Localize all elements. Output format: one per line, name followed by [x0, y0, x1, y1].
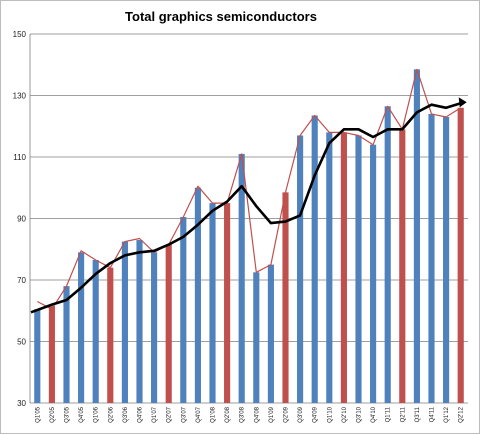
x-tick-label: Q3'10 — [357, 406, 363, 422]
bar — [194, 187, 201, 403]
x-tick-label: Q1'06 — [94, 406, 100, 422]
x-tick-label: Q4'09 — [313, 406, 319, 422]
bar — [428, 113, 435, 403]
y-axis-ticks: 30 50 70 90 110 130 150 — [13, 30, 27, 408]
x-tick-label: Q3'09 — [298, 406, 304, 422]
y-tick-label: 90 — [17, 215, 26, 224]
bar — [443, 117, 450, 404]
y-tick-label: 70 — [17, 276, 26, 285]
x-axis-ticks: Q1'05 Q2'05 Q3'05 Q4'05 Q1'06 Q2'06 Q3'06 Q4'06… — [35, 406, 464, 422]
bar — [370, 144, 377, 403]
bar — [311, 115, 318, 404]
x-tick-label: Q2'05 — [50, 406, 56, 422]
bar — [92, 260, 99, 403]
trend-series — [30, 97, 467, 314]
bar — [399, 129, 406, 403]
bar — [63, 286, 70, 403]
x-tick-label: Q3'08 — [240, 406, 246, 422]
y-tick-label: 110 — [13, 153, 26, 162]
x-tick-label: Q4'08 — [254, 406, 260, 422]
bar — [355, 135, 362, 403]
x-tick-label: Q4'05 — [79, 406, 85, 422]
gridlines — [29, 33, 468, 404]
x-tick-label: Q3'11 — [415, 406, 421, 422]
x-tick-label: Q1'05 — [35, 406, 41, 422]
bar — [107, 267, 114, 403]
bar — [238, 153, 245, 403]
x-tick-label: Q2'11 — [400, 406, 406, 422]
bars — [34, 69, 464, 404]
x-tick-label: Q2'06 — [108, 406, 114, 422]
bar — [48, 306, 55, 403]
x-tick-label: Q1'07 — [152, 406, 158, 422]
bar — [165, 244, 172, 403]
bar — [384, 106, 391, 403]
bar — [121, 241, 128, 403]
y-tick-label: 130 — [13, 92, 27, 101]
x-tick-label: Q1'12 — [444, 406, 450, 422]
x-tick-label: Q1'10 — [327, 406, 333, 422]
x-tick-label: Q4'07 — [196, 406, 202, 422]
x-tick-label: Q2'08 — [225, 406, 231, 422]
bar — [326, 132, 333, 403]
x-tick-label: Q1'09 — [269, 406, 275, 422]
x-tick-label: Q2'07 — [167, 406, 173, 422]
x-tick-label: Q3'05 — [65, 406, 71, 422]
bar — [209, 203, 216, 403]
bar — [297, 135, 304, 403]
x-tick-label: Q4'11 — [430, 406, 436, 422]
trend-line — [30, 101, 464, 314]
chart-title: Total graphics semiconductors — [125, 9, 317, 24]
x-tick-label: Q1'08 — [211, 406, 217, 422]
x-tick-label: Q2'12 — [459, 406, 465, 422]
bar — [78, 252, 85, 403]
trend-arrowhead — [458, 97, 467, 108]
bar — [180, 216, 187, 403]
x-tick-label: Q3'06 — [123, 406, 129, 422]
x-tick-label: Q3'07 — [181, 406, 187, 422]
bar — [267, 264, 274, 403]
bar — [224, 203, 231, 403]
bar — [253, 272, 260, 403]
y-tick-label: 150 — [13, 30, 27, 39]
x-tick-label: Q4'06 — [138, 406, 144, 422]
x-tick-label: Q2'09 — [284, 406, 290, 422]
bar — [340, 132, 347, 403]
x-tick-label: Q4'10 — [371, 406, 377, 422]
bar — [282, 192, 289, 403]
bar — [413, 69, 420, 404]
x-tick-label: Q2'10 — [342, 406, 348, 422]
bar — [457, 107, 464, 404]
bar — [136, 240, 143, 403]
outline-line — [37, 68, 462, 310]
y-tick-label: 50 — [17, 338, 26, 347]
x-tick-label: Q1'11 — [386, 406, 392, 422]
outline-series — [37, 68, 462, 310]
bar — [34, 309, 41, 403]
y-tick-label: 30 — [17, 399, 26, 408]
bar — [151, 252, 158, 403]
